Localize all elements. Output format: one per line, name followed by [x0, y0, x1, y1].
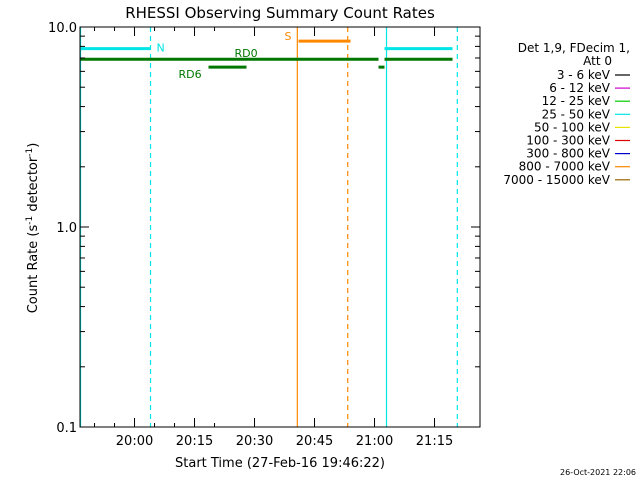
x-tick-label: 21:15	[416, 434, 453, 449]
chart-title: RHESSI Observing Summary Count Rates	[125, 4, 435, 22]
segment-label-RD6: RD6	[179, 68, 202, 81]
legend-label: 7000 - 15000 keV	[503, 173, 610, 187]
segment-label-S: S	[285, 30, 292, 43]
legend-label: 800 - 7000 keV	[519, 160, 611, 174]
x-tick-label: 20:30	[236, 434, 273, 449]
axes: 20:00 20:15 20:30 20:45 21:00 21:15 10.0 1.0 0.1	[48, 21, 481, 449]
segment-label-N: N	[157, 42, 165, 55]
x-tick-label: 20:45	[296, 434, 333, 449]
legend-label: 12 - 25 keV	[542, 94, 611, 108]
plot-lines	[79, 27, 458, 427]
y-axis-label-sup2: -1	[25, 148, 35, 157]
segment-labels: N RD0 RD6 S	[157, 30, 292, 81]
x-tick-label: 20:00	[116, 434, 153, 449]
y-axis-label-sup: -1	[25, 216, 35, 225]
legend-label: 25 - 50 keV	[542, 107, 611, 121]
y-axis-label-start: Count Rate (s	[26, 225, 41, 314]
legend-label: 300 - 800 keV	[526, 147, 610, 161]
x-axis-label: Start Time (27-Feb-16 19:46:22)	[175, 456, 385, 471]
legend-label: 6 - 12 keV	[549, 81, 611, 95]
y-tick-label: 0.1	[56, 421, 77, 436]
x-tick-label: 20:15	[176, 434, 213, 449]
footer-date: 26-Oct-2021 22:06	[560, 468, 636, 477]
segment-label-RD0: RD0	[235, 47, 258, 60]
plot-frame	[79, 26, 481, 428]
y-tick-label: 10.0	[48, 21, 77, 36]
y-axis-label: Count Rate (s-1 detector-1)	[25, 143, 41, 314]
y-tick-label: 1.0	[56, 221, 77, 236]
legend-label: 3 - 6 keV	[557, 68, 611, 82]
x-tick-label: 21:00	[356, 434, 393, 449]
legend-header-line1: Det 1,9, FDecim 1,	[518, 41, 630, 55]
legend-header-line2: Att 0	[583, 54, 612, 68]
legend-label: 100 - 300 keV	[526, 134, 610, 148]
y-axis-label-mid: detector	[26, 156, 41, 216]
legend-label: 50 - 100 keV	[534, 120, 611, 134]
y-axis-label-end: )	[26, 143, 41, 148]
